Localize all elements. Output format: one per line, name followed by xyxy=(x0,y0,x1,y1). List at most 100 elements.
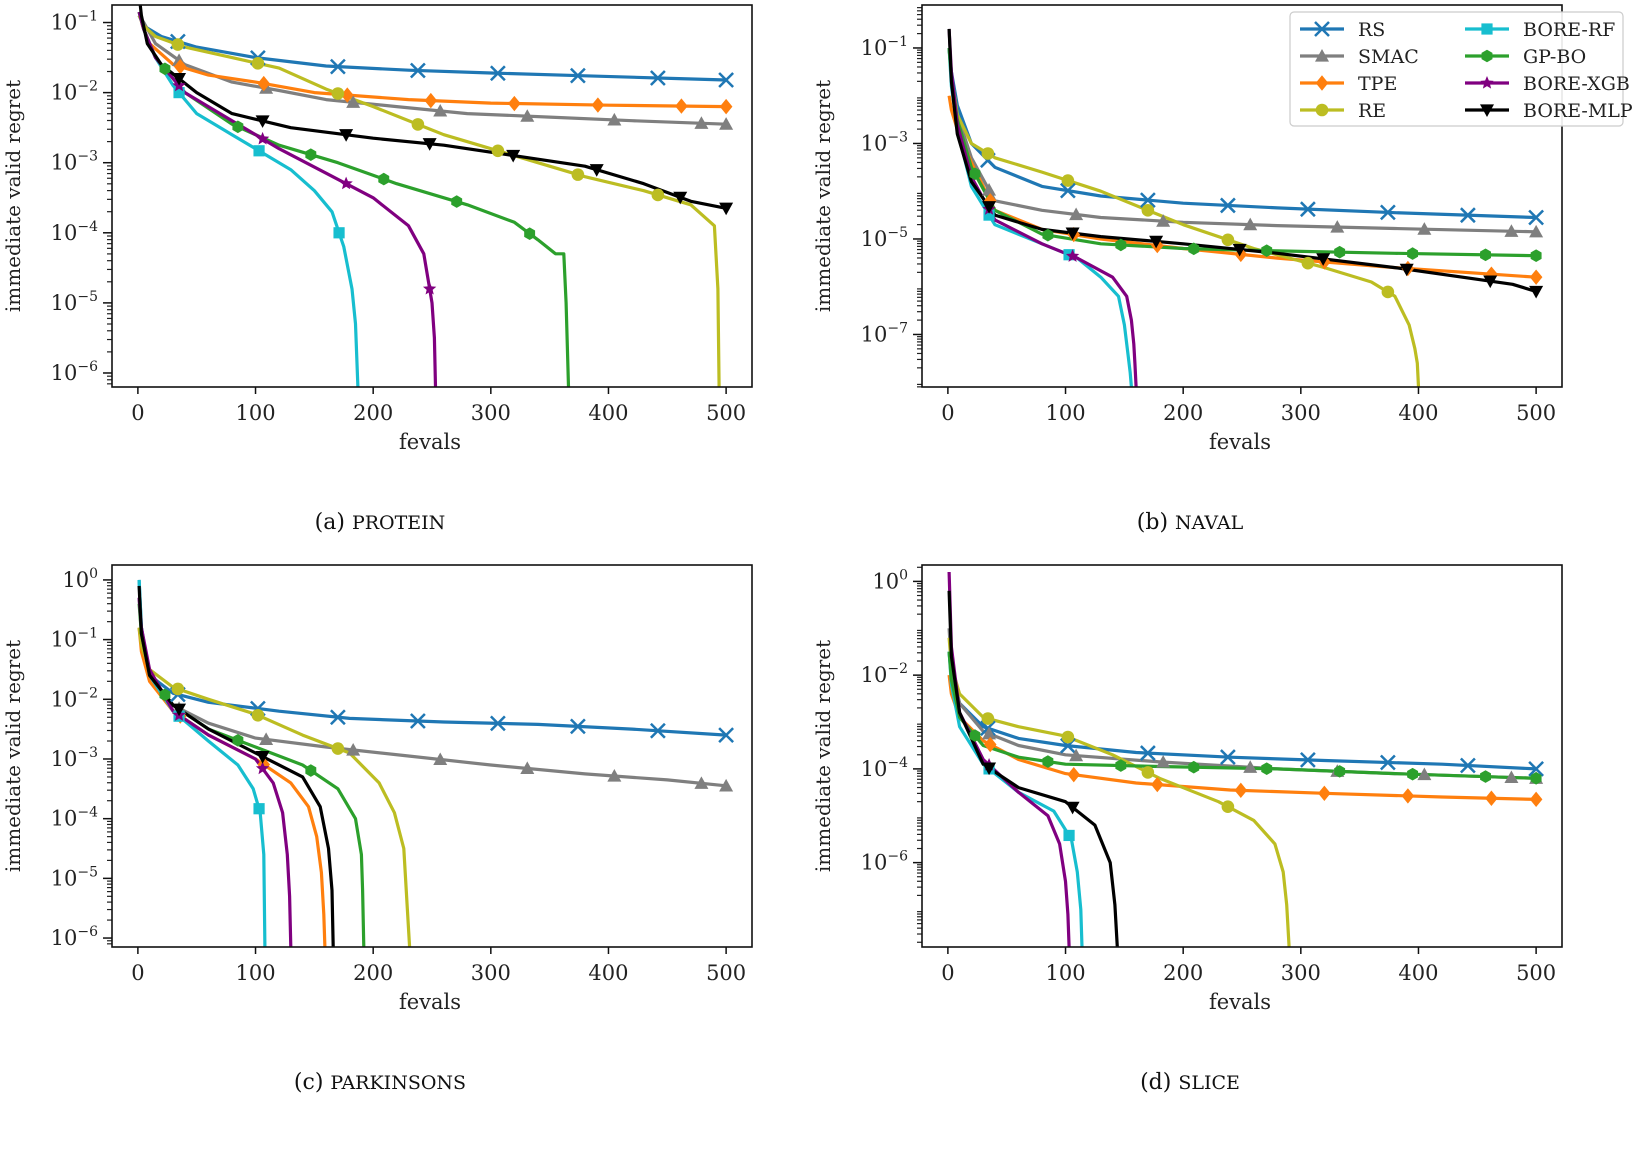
marker-gp-bo xyxy=(451,195,463,208)
chart-panel-naval: 0 100 200 300 400 500 10−7 10−5 10−3 10−1 fevals im… xyxy=(810,0,1650,484)
marker-gp-bo xyxy=(232,120,244,134)
y-tick-label: 10−3 xyxy=(861,129,908,155)
series-line-rs xyxy=(137,14,727,82)
series-line-tpe xyxy=(137,627,327,947)
marker-smac xyxy=(346,95,361,108)
legend-marker-re xyxy=(1315,103,1329,117)
markers-group-protein xyxy=(159,33,735,295)
marker-re xyxy=(251,57,265,70)
x-tick-label: 500 xyxy=(706,961,746,985)
marker-gp-bo xyxy=(969,729,981,742)
series-line-bore-rf xyxy=(137,579,267,947)
marker-smac xyxy=(1243,217,1258,231)
marker-rs xyxy=(1299,201,1316,218)
marker-re xyxy=(981,712,995,725)
marker-tpe xyxy=(1401,788,1415,804)
x-tick-label: 400 xyxy=(1398,401,1438,425)
marker-rs xyxy=(1059,182,1076,199)
legend-marker-bore-rf xyxy=(1481,23,1493,35)
marker-bore-mlp xyxy=(719,202,734,216)
x-tick-label: 200 xyxy=(353,401,393,425)
marker-bore-mlp xyxy=(1065,801,1080,815)
marker-rs xyxy=(569,718,586,735)
marker-rs xyxy=(1219,749,1236,765)
marker-gp-bo xyxy=(1261,244,1273,257)
x-tick-label: 500 xyxy=(1516,401,1556,425)
y-axis-label: immediate valid regret xyxy=(1,640,25,872)
marker-re xyxy=(331,742,345,755)
marker-rs xyxy=(1459,757,1476,774)
x-tick-label: 0 xyxy=(941,401,954,425)
marker-smac xyxy=(982,183,997,196)
marker-smac xyxy=(982,726,997,740)
marker-bore-rf xyxy=(1063,829,1075,842)
marker-bore-rf xyxy=(333,227,345,239)
marker-tpe xyxy=(340,87,354,103)
chart-naval: 0 100 200 300 400 500 10−7 10−5 10−3 10−1 fevals im… xyxy=(811,4,1633,454)
marker-bore-mlp xyxy=(1483,275,1498,289)
caption-parkinsons: (c) PARKINSONS xyxy=(80,1070,680,1095)
marker-rs xyxy=(409,62,426,79)
marker-rs xyxy=(979,720,996,737)
marker-tpe xyxy=(1318,785,1331,801)
marker-smac xyxy=(259,732,274,746)
marker-rs xyxy=(409,713,426,729)
caption-protein-prefix: (a) xyxy=(314,510,345,535)
marker-re xyxy=(1141,204,1155,217)
y-tick-label: 10−2 xyxy=(861,661,908,687)
x-tick-label: 200 xyxy=(1163,401,1203,425)
marker-bore-xgb xyxy=(339,176,353,190)
marker-gp-bo xyxy=(1042,755,1054,768)
x-tick-label: 300 xyxy=(1281,401,1321,425)
marker-bore-xgb xyxy=(1065,249,1080,262)
marker-bore-mlp xyxy=(422,138,437,151)
marker-gp-bo xyxy=(1042,228,1054,242)
marker-bore-xgb xyxy=(255,131,270,145)
marker-bore-mlp xyxy=(255,750,270,764)
marker-bore-mlp xyxy=(1316,253,1331,266)
y-minor-ticks-parkinsons xyxy=(107,582,112,945)
marker-smac xyxy=(719,117,734,130)
marker-bore-xgb xyxy=(255,761,270,775)
series-line-gp-bo xyxy=(137,603,366,947)
marker-re xyxy=(411,118,425,131)
y-tick-label: 10−7 xyxy=(861,320,908,346)
legend-marker-tpe xyxy=(1315,75,1329,91)
y-tick-label: 10−6 xyxy=(861,849,908,875)
x-tick-label: 500 xyxy=(706,401,746,425)
chart-protein: 0 100 200 300 400 500 10−6 10−5 10−4 10−3 10−2 10−1… xyxy=(1,4,753,454)
marker-tpe xyxy=(1234,782,1248,799)
x-tick-label: 400 xyxy=(588,401,628,425)
marker-gp-bo xyxy=(1407,247,1419,260)
caption-slice-prefix: (d) xyxy=(1140,1070,1172,1095)
caption-naval-prefix: (b) xyxy=(1136,510,1169,535)
x-tick-label: 100 xyxy=(1045,961,1085,985)
marker-smac xyxy=(607,769,622,782)
marker-gp-bo xyxy=(1407,767,1419,781)
y-tick-label: 10−3 xyxy=(51,149,98,175)
series-line-bore-rf xyxy=(137,11,360,387)
series-line-gp-bo xyxy=(947,651,1537,780)
y-tick-label: 100 xyxy=(872,567,908,593)
marker-re xyxy=(1381,285,1395,299)
legend-label-smac: SMAC xyxy=(1358,46,1419,68)
y-tick-label: 10−5 xyxy=(51,289,98,315)
caption-slice-name: SLICE xyxy=(1178,1072,1240,1094)
marker-bore-mlp xyxy=(1065,227,1080,241)
x-tick-label: 400 xyxy=(1398,961,1438,985)
marker-re xyxy=(651,188,665,202)
legend-label-bore-mlp: BORE-MLP xyxy=(1523,100,1633,122)
plot-frame-slice xyxy=(921,564,1563,948)
markers-group-slice xyxy=(969,712,1545,842)
marker-re xyxy=(491,144,505,158)
x-tick-label: 100 xyxy=(235,401,275,425)
legend-label-gp-bo: GP-BO xyxy=(1523,46,1586,68)
plot-frame-parkinsons xyxy=(111,564,753,948)
y-tick-label: 10−6 xyxy=(51,924,98,950)
chart-parkinsons: 0 100 200 300 400 500 10−6 10−5 10−4 10−3 10−2 10−1… xyxy=(1,564,753,1014)
marker-smac xyxy=(1156,214,1171,227)
marker-smac xyxy=(1417,767,1432,781)
marker-rs xyxy=(1459,207,1476,224)
marker-bore-rf xyxy=(173,87,185,99)
caption-naval: (b) NAVAL xyxy=(890,510,1490,535)
